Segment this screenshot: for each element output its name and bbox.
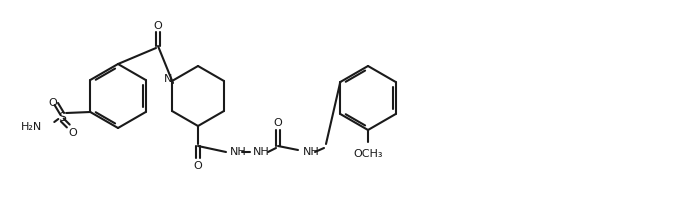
Text: NH: NH [253,147,270,157]
Text: O: O [48,98,57,108]
Text: O: O [274,118,283,128]
Text: S: S [58,110,67,124]
Text: H₂N: H₂N [21,122,43,132]
Text: NH: NH [303,147,320,157]
Text: NH: NH [230,147,247,157]
Text: O: O [154,21,163,31]
Text: O: O [68,128,77,138]
Text: OCH₃: OCH₃ [353,149,383,159]
Text: O: O [193,161,202,171]
Text: N: N [164,74,172,84]
